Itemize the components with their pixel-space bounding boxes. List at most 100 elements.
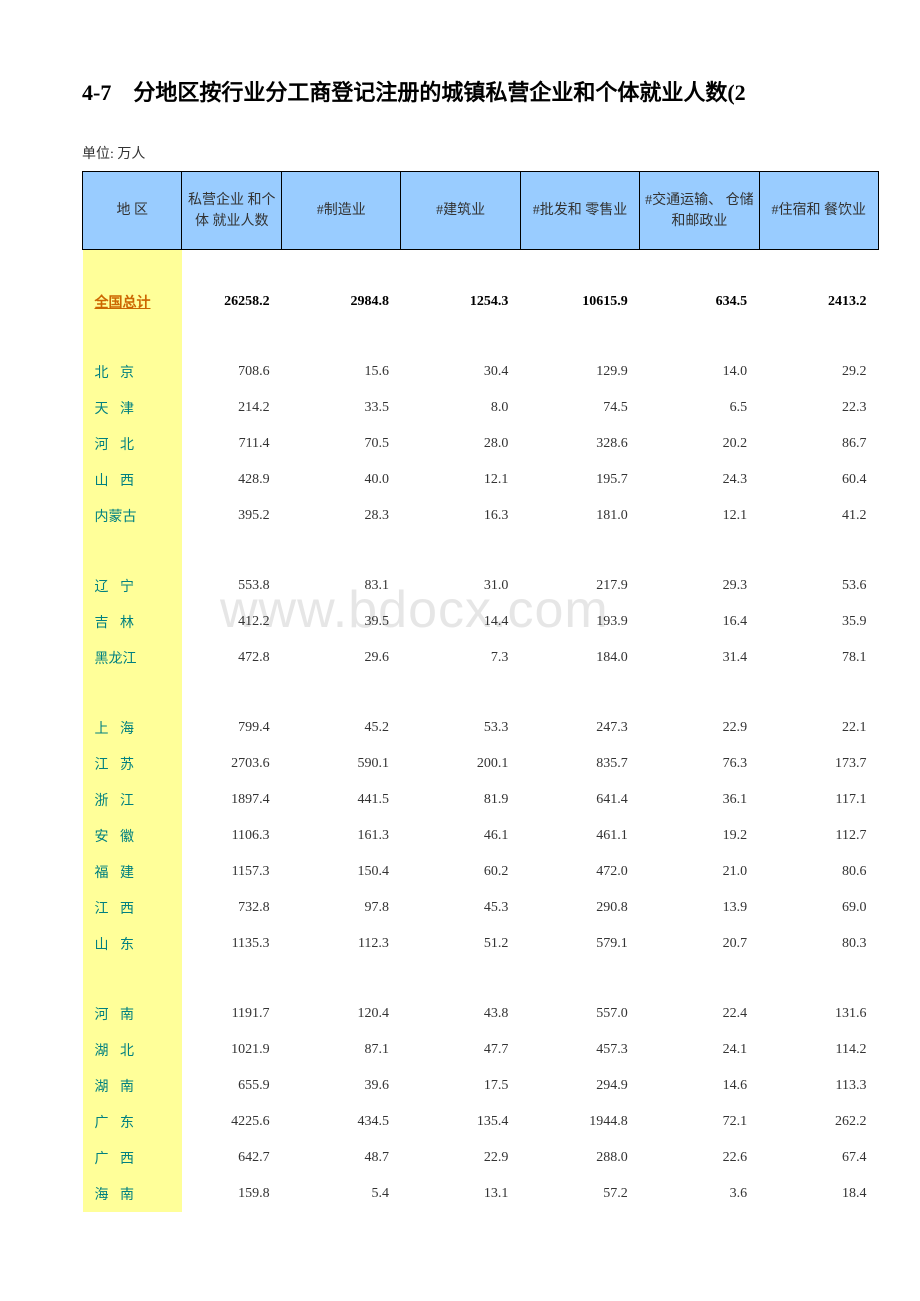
table-row: 辽 宁553.883.131.0217.929.353.6 [83, 568, 879, 604]
value-cell: 642.7 [182, 1140, 282, 1176]
col-wholesale-retail: #批发和 零售业 [520, 172, 639, 250]
value-cell: 60.4 [759, 462, 878, 498]
region-cell: 辽 宁 [83, 568, 182, 604]
value-cell: 457.3 [520, 1032, 639, 1068]
value-cell: 12.1 [401, 462, 520, 498]
value-cell: 114.2 [759, 1032, 878, 1068]
value-cell: 708.6 [182, 354, 282, 390]
value-cell: 36.1 [640, 782, 759, 818]
value-cell: 290.8 [520, 890, 639, 926]
table-row: 河 北711.470.528.0328.620.286.7 [83, 426, 879, 462]
region-cell: 河 北 [83, 426, 182, 462]
value-cell: 112.7 [759, 818, 878, 854]
value-cell: 159.8 [182, 1176, 282, 1212]
region-cell: 内蒙古 [83, 498, 182, 534]
spacer-cell [282, 534, 401, 568]
spacer-cell [759, 534, 878, 568]
value-cell: 20.2 [640, 426, 759, 462]
value-cell: 22.9 [401, 1140, 520, 1176]
value-cell: 5.4 [282, 1176, 401, 1212]
value-cell: 434.5 [282, 1104, 401, 1140]
region-cell: 山 东 [83, 926, 182, 962]
table-row: 吉 林412.239.514.4193.916.435.9 [83, 604, 879, 640]
table-row: 河 南1191.7120.443.8557.022.4131.6 [83, 996, 879, 1032]
value-cell: 1157.3 [182, 854, 282, 890]
value-cell: 26258.2 [182, 284, 282, 320]
value-cell: 195.7 [520, 462, 639, 498]
value-cell: 24.1 [640, 1032, 759, 1068]
value-cell: 22.3 [759, 390, 878, 426]
value-cell: 1021.9 [182, 1032, 282, 1068]
table-row: 广 东4225.6434.5135.41944.872.1262.2 [83, 1104, 879, 1140]
value-cell: 579.1 [520, 926, 639, 962]
value-cell: 16.4 [640, 604, 759, 640]
spacer-cell [182, 676, 282, 710]
value-cell: 150.4 [282, 854, 401, 890]
value-cell: 1135.3 [182, 926, 282, 962]
value-cell: 76.3 [640, 746, 759, 782]
spacer-row [83, 250, 879, 284]
spacer-cell [640, 962, 759, 996]
value-cell: 22.6 [640, 1140, 759, 1176]
value-cell: 60.2 [401, 854, 520, 890]
value-cell: 173.7 [759, 746, 878, 782]
value-cell: 74.5 [520, 390, 639, 426]
spacer-cell [401, 250, 520, 284]
value-cell: 441.5 [282, 782, 401, 818]
spacer-cell [759, 676, 878, 710]
value-cell: 13.9 [640, 890, 759, 926]
value-cell: 7.3 [401, 640, 520, 676]
value-cell: 2984.8 [282, 284, 401, 320]
total-row: 全国总计26258.22984.81254.310615.9634.52413.… [83, 284, 879, 320]
region-cell: 北 京 [83, 354, 182, 390]
value-cell: 8.0 [401, 390, 520, 426]
table-header-row: 地 区 私营企业 和个体 就业人数 #制造业 #建筑业 #批发和 零售业 #交通… [83, 172, 879, 250]
col-construction: #建筑业 [401, 172, 520, 250]
spacer-row [83, 320, 879, 354]
value-cell: 835.7 [520, 746, 639, 782]
employment-table: 地 区 私营企业 和个体 就业人数 #制造业 #建筑业 #批发和 零售业 #交通… [82, 171, 879, 1212]
spacer-cell-region [83, 534, 182, 568]
table-row: 山 东1135.3112.351.2579.120.780.3 [83, 926, 879, 962]
spacer-cell [640, 320, 759, 354]
spacer-cell [640, 676, 759, 710]
value-cell: 53.6 [759, 568, 878, 604]
value-cell: 41.2 [759, 498, 878, 534]
value-cell: 1944.8 [520, 1104, 639, 1140]
region-cell: 江 苏 [83, 746, 182, 782]
value-cell: 46.1 [401, 818, 520, 854]
region-cell: 黑龙江 [83, 640, 182, 676]
table-row: 浙 江1897.4441.581.9641.436.1117.1 [83, 782, 879, 818]
value-cell: 83.1 [282, 568, 401, 604]
region-cell: 湖 南 [83, 1068, 182, 1104]
value-cell: 40.0 [282, 462, 401, 498]
value-cell: 135.4 [401, 1104, 520, 1140]
table-row: 安 徽1106.3161.346.1461.119.2112.7 [83, 818, 879, 854]
value-cell: 590.1 [282, 746, 401, 782]
region-cell: 吉 林 [83, 604, 182, 640]
spacer-cell [401, 320, 520, 354]
table-row: 上 海799.445.253.3247.322.922.1 [83, 710, 879, 746]
value-cell: 472.8 [182, 640, 282, 676]
spacer-cell [282, 320, 401, 354]
value-cell: 20.7 [640, 926, 759, 962]
value-cell: 217.9 [520, 568, 639, 604]
spacer-cell-region [83, 676, 182, 710]
value-cell: 395.2 [182, 498, 282, 534]
value-cell: 294.9 [520, 1068, 639, 1104]
value-cell: 184.0 [520, 640, 639, 676]
spacer-cell [182, 250, 282, 284]
value-cell: 80.6 [759, 854, 878, 890]
value-cell: 67.4 [759, 1140, 878, 1176]
value-cell: 35.9 [759, 604, 878, 640]
value-cell: 161.3 [282, 818, 401, 854]
region-cell: 河 南 [83, 996, 182, 1032]
value-cell: 51.2 [401, 926, 520, 962]
value-cell: 262.2 [759, 1104, 878, 1140]
region-cell: 上 海 [83, 710, 182, 746]
value-cell: 14.4 [401, 604, 520, 640]
value-cell: 31.4 [640, 640, 759, 676]
value-cell: 80.3 [759, 926, 878, 962]
table-row: 海 南159.85.413.157.23.618.4 [83, 1176, 879, 1212]
value-cell: 13.1 [401, 1176, 520, 1212]
